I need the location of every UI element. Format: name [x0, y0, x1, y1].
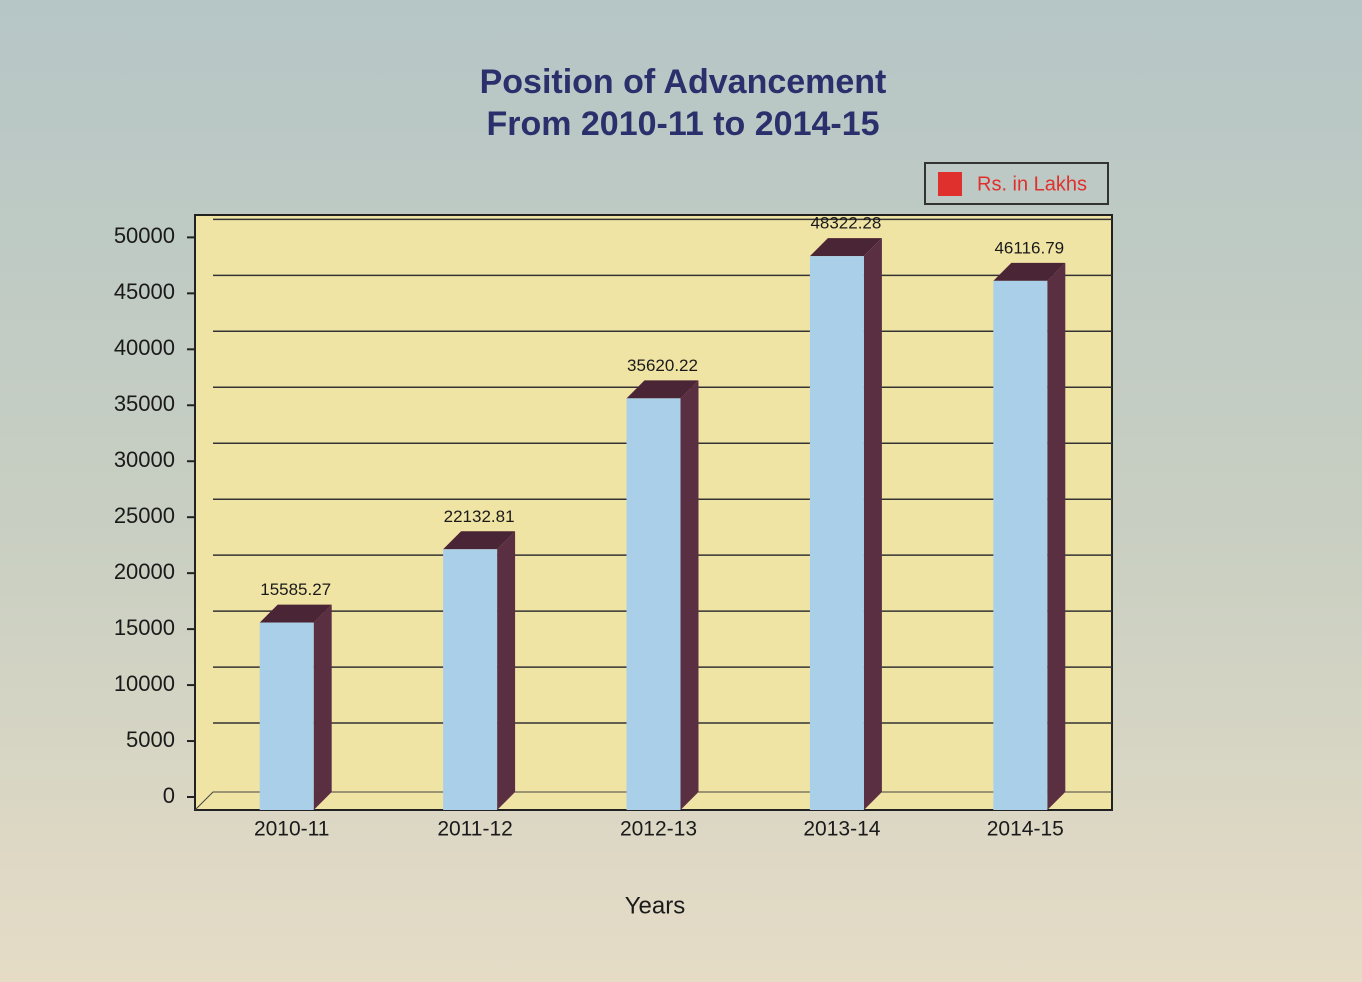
data-label: 22132.81 — [444, 507, 515, 526]
data-label: 48322.28 — [810, 214, 881, 233]
data-label: 35620.22 — [627, 356, 698, 375]
bar — [809, 256, 864, 810]
chart-title: From 2010-11 to 2014-15 — [486, 105, 879, 143]
y-tick-label: 0 — [163, 783, 175, 808]
y-tick-label: 25000 — [114, 503, 175, 528]
data-label: 15585.27 — [260, 580, 331, 599]
y-tick-label: 40000 — [114, 335, 175, 360]
y-tick-label: 5000 — [126, 727, 175, 752]
legend-swatch — [938, 172, 962, 196]
x-tick-label: 2012-13 — [620, 818, 697, 841]
bar-side — [1047, 262, 1066, 811]
x-tick-label: 2014-15 — [987, 818, 1064, 841]
x-tick-label: 2011-12 — [437, 818, 513, 841]
y-tick-label: 10000 — [114, 671, 175, 696]
chart-title: Position of Advancement — [480, 63, 887, 101]
bar-top — [626, 380, 699, 399]
data-label: 46116.79 — [994, 238, 1064, 257]
bar — [626, 398, 681, 810]
x-axis-title: Years — [625, 892, 686, 919]
bar-top — [809, 238, 882, 257]
x-tick-label: 2013-14 — [803, 818, 880, 841]
bar — [993, 280, 1048, 811]
bar — [443, 549, 498, 810]
bar-top — [993, 262, 1066, 281]
y-tick-label: 50000 — [114, 223, 175, 248]
bar-side — [863, 238, 882, 810]
legend-label: Rs. in Lakhs — [977, 173, 1087, 195]
bar-top — [443, 531, 516, 550]
y-tick-label: 35000 — [114, 391, 175, 416]
y-tick-label: 20000 — [114, 559, 175, 584]
y-tick-label: 15000 — [114, 615, 175, 640]
bar-side — [497, 531, 516, 810]
x-tick-label: 2010-11 — [254, 818, 330, 841]
legend-box — [924, 162, 1109, 205]
y-tick-label: 30000 — [114, 447, 175, 472]
bar-top — [259, 604, 332, 623]
y-tick-label: 45000 — [114, 279, 175, 304]
bar-side — [680, 380, 699, 810]
bar — [259, 622, 314, 810]
bar-side — [313, 604, 332, 810]
